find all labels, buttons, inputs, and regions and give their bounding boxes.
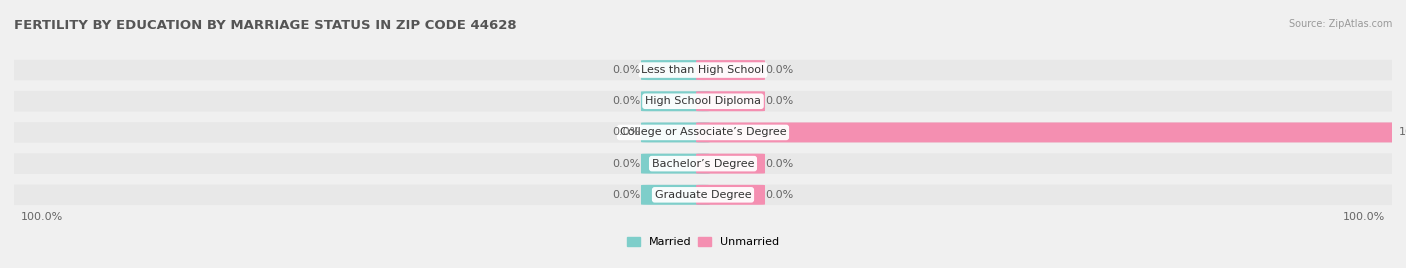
- Text: 0.0%: 0.0%: [765, 159, 793, 169]
- FancyBboxPatch shape: [696, 122, 1399, 142]
- Text: 100.0%: 100.0%: [1343, 212, 1385, 222]
- FancyBboxPatch shape: [641, 91, 710, 111]
- Text: Bachelor’s Degree: Bachelor’s Degree: [652, 159, 754, 169]
- FancyBboxPatch shape: [641, 185, 710, 205]
- Text: FERTILITY BY EDUCATION BY MARRIAGE STATUS IN ZIP CODE 44628: FERTILITY BY EDUCATION BY MARRIAGE STATU…: [14, 19, 516, 32]
- FancyBboxPatch shape: [641, 154, 710, 174]
- Text: Graduate Degree: Graduate Degree: [655, 190, 751, 200]
- FancyBboxPatch shape: [0, 91, 1406, 111]
- FancyBboxPatch shape: [0, 60, 1406, 80]
- FancyBboxPatch shape: [696, 91, 765, 111]
- Text: 0.0%: 0.0%: [765, 190, 793, 200]
- Text: 0.0%: 0.0%: [613, 96, 641, 106]
- Text: 100.0%: 100.0%: [1399, 128, 1406, 137]
- FancyBboxPatch shape: [696, 185, 765, 205]
- FancyBboxPatch shape: [0, 153, 1406, 174]
- FancyBboxPatch shape: [641, 122, 710, 142]
- Text: 0.0%: 0.0%: [613, 128, 641, 137]
- Text: 100.0%: 100.0%: [21, 212, 63, 222]
- Text: High School Diploma: High School Diploma: [645, 96, 761, 106]
- Legend: Married, Unmarried: Married, Unmarried: [621, 233, 785, 252]
- Text: 0.0%: 0.0%: [613, 159, 641, 169]
- FancyBboxPatch shape: [641, 60, 710, 80]
- Text: 0.0%: 0.0%: [765, 96, 793, 106]
- FancyBboxPatch shape: [696, 154, 765, 174]
- Text: College or Associate’s Degree: College or Associate’s Degree: [620, 128, 786, 137]
- FancyBboxPatch shape: [0, 185, 1406, 205]
- Text: Source: ZipAtlas.com: Source: ZipAtlas.com: [1288, 19, 1392, 29]
- FancyBboxPatch shape: [696, 60, 765, 80]
- FancyBboxPatch shape: [0, 122, 1406, 143]
- Text: 0.0%: 0.0%: [765, 65, 793, 75]
- Text: Less than High School: Less than High School: [641, 65, 765, 75]
- Text: 0.0%: 0.0%: [613, 65, 641, 75]
- Text: 0.0%: 0.0%: [613, 190, 641, 200]
